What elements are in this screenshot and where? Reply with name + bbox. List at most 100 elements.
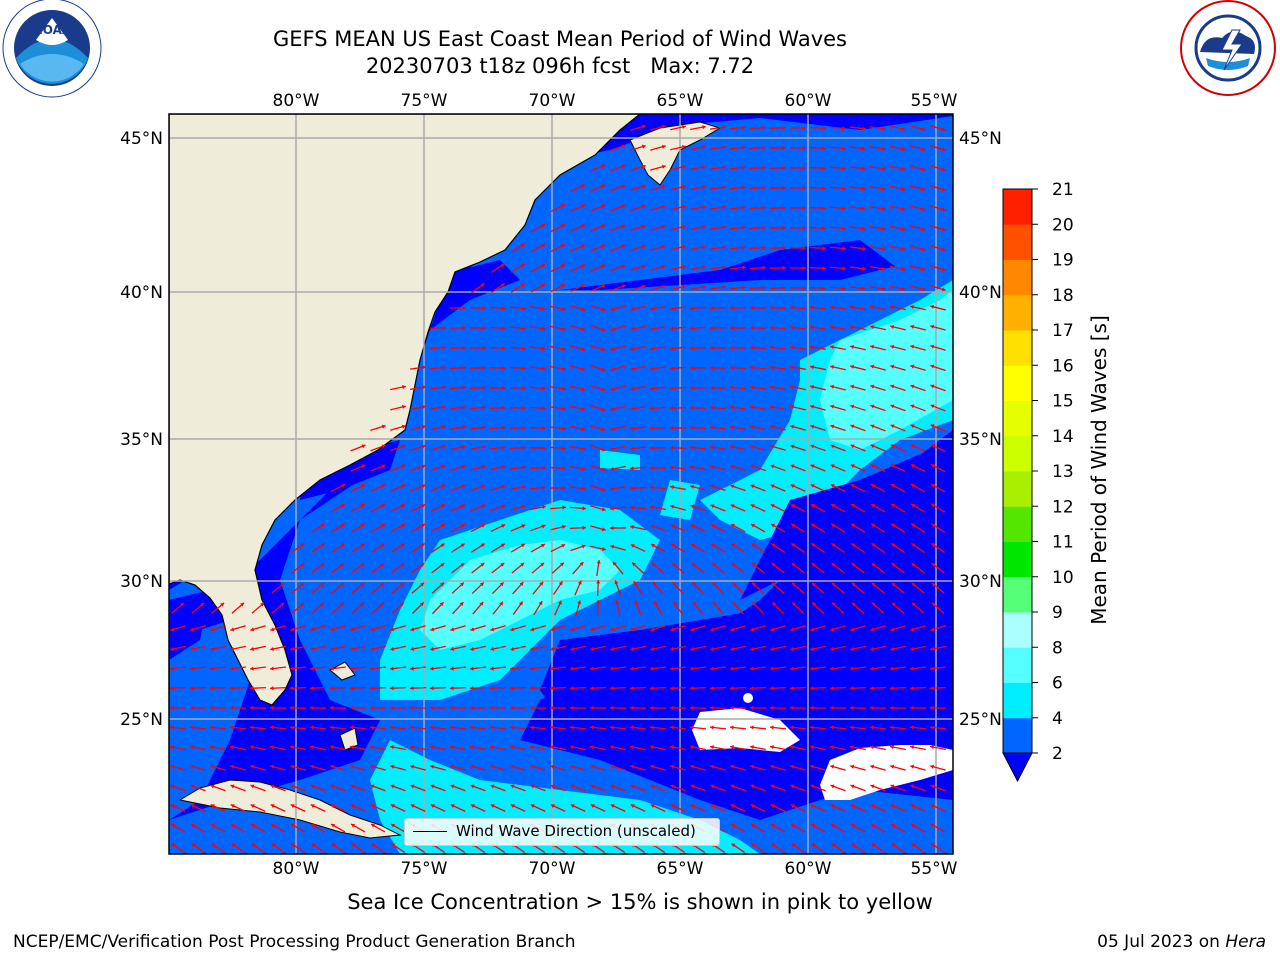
wind-arrow-head bbox=[902, 186, 906, 191]
wind-arrow-head bbox=[930, 344, 935, 349]
wind-arrow-head bbox=[570, 646, 574, 651]
wind-arrow-head bbox=[650, 784, 655, 789]
wind-arrow-head bbox=[550, 686, 554, 691]
wind-arrow-head bbox=[290, 804, 295, 808]
wind-arrow-head bbox=[311, 823, 316, 828]
wind-arrow-head bbox=[614, 580, 619, 585]
wind-arrow-head bbox=[862, 166, 866, 171]
colorbar-tick-label: 18 bbox=[1052, 286, 1074, 306]
wind-arrow-head bbox=[730, 504, 735, 509]
wind-arrow-head bbox=[421, 484, 426, 489]
wind-arrow-head bbox=[630, 307, 635, 312]
wind-arrow-head bbox=[430, 686, 434, 691]
wind-arrow-head bbox=[722, 165, 726, 170]
wind-arrow-head bbox=[291, 823, 296, 828]
wind-arrow-head bbox=[520, 562, 525, 567]
wind-arrow-head bbox=[930, 764, 935, 769]
wind-arrow-head bbox=[210, 804, 215, 808]
wind-arrow-head bbox=[340, 563, 345, 567]
wind-arrow-head bbox=[770, 804, 775, 808]
wind-arrow-head bbox=[830, 325, 834, 330]
wind-arrow-head bbox=[782, 245, 786, 250]
footer-credit: NCEP/EMC/Verification Post Processing Pr… bbox=[13, 932, 576, 952]
wind-arrow-head bbox=[170, 646, 174, 651]
wind-arrow-head bbox=[230, 725, 234, 730]
wind-arrow-head bbox=[790, 325, 794, 330]
wind-arrow-head bbox=[442, 325, 446, 330]
wind-arrow-head bbox=[290, 745, 294, 750]
wind-arrow-head bbox=[690, 484, 695, 489]
wind-arrow-head bbox=[681, 144, 686, 149]
wind-arrow-head bbox=[581, 387, 586, 392]
wind-arrow-head bbox=[750, 666, 754, 671]
wind-arrow-head bbox=[802, 226, 806, 231]
wind-arrow-head bbox=[730, 646, 734, 651]
wind-arrow-head bbox=[481, 524, 486, 528]
colorbar-tick-label: 21 bbox=[1052, 180, 1074, 200]
wind-arrow-head bbox=[690, 745, 694, 750]
wind-arrow-head bbox=[420, 563, 425, 567]
wind-arrow-head bbox=[581, 367, 586, 372]
wind-arrow-head bbox=[482, 425, 486, 430]
wind-arrow-head bbox=[822, 166, 826, 171]
wind-arrow-head bbox=[360, 563, 365, 567]
wind-arrow-head bbox=[870, 646, 874, 651]
wind-arrow-head bbox=[542, 485, 546, 490]
wind-arrow-head bbox=[722, 145, 726, 150]
wind-arrow-head bbox=[330, 804, 335, 808]
colorbar-tick-label: 4 bbox=[1052, 709, 1063, 729]
colorbar-cell bbox=[1003, 189, 1032, 225]
wind-arrow-head bbox=[371, 843, 376, 848]
wind-arrow-head bbox=[361, 444, 366, 449]
wind-arrow-head bbox=[762, 245, 766, 250]
wind-arrow-head bbox=[862, 146, 866, 151]
wind-arrow-head bbox=[562, 406, 566, 411]
wind-arrow-head bbox=[270, 764, 275, 769]
wind-arrow-head bbox=[459, 602, 464, 607]
wind-arrow-head bbox=[581, 407, 586, 412]
wind-arrow-head bbox=[602, 546, 606, 551]
wind-arrow-head bbox=[530, 784, 535, 789]
wind-arrow-head bbox=[850, 725, 854, 730]
wind-arrow-head bbox=[550, 666, 554, 671]
wind-arrow-head bbox=[231, 823, 236, 828]
wind-arrow-head bbox=[558, 600, 562, 605]
wind-arrow-head bbox=[502, 326, 506, 331]
wind-arrow-head bbox=[890, 305, 894, 310]
wind-arrow-head bbox=[562, 326, 566, 331]
wind-arrow-head bbox=[610, 407, 615, 412]
wind-arrow-head bbox=[830, 705, 834, 710]
wind-arrow-head bbox=[930, 686, 934, 691]
wind-arrow-head bbox=[590, 705, 594, 710]
wind-arrow-head bbox=[542, 326, 546, 331]
wind-arrow-head bbox=[170, 745, 174, 750]
wind-arrow-head bbox=[450, 627, 455, 632]
wind-arrow-head bbox=[520, 243, 525, 248]
wind-arrow-head bbox=[661, 184, 666, 189]
wind-arrow-head bbox=[641, 184, 646, 189]
wind-arrow-head bbox=[581, 224, 586, 228]
wind-arrow-head bbox=[830, 404, 835, 409]
wind-arrow-head bbox=[770, 464, 775, 469]
wind-arrow-head bbox=[621, 164, 626, 169]
wind-arrow-head bbox=[442, 405, 446, 410]
wind-arrow-head bbox=[630, 686, 634, 691]
noaa-logo-text: NOAA bbox=[33, 23, 72, 37]
wind-arrow-head bbox=[490, 804, 495, 808]
wind-arrow-head bbox=[870, 784, 875, 789]
wind-arrow-head bbox=[871, 563, 876, 567]
wind-arrow-head bbox=[630, 666, 634, 671]
wind-arrow-head bbox=[550, 745, 554, 750]
wind-arrow-head bbox=[661, 204, 666, 209]
wind-arrow-head bbox=[710, 764, 715, 769]
wind-arrow-head bbox=[330, 646, 334, 651]
wind-arrow-head bbox=[702, 125, 706, 130]
wind-arrow-head bbox=[421, 464, 426, 469]
lat-label: 40°N bbox=[120, 283, 163, 303]
wind-arrow-head bbox=[250, 784, 255, 789]
wind-arrow-head bbox=[390, 764, 395, 769]
wind-arrow-head bbox=[582, 466, 586, 471]
wind-arrow-head bbox=[790, 745, 794, 750]
wind-arrow-head bbox=[650, 686, 654, 691]
wind-arrow-head bbox=[810, 764, 815, 769]
